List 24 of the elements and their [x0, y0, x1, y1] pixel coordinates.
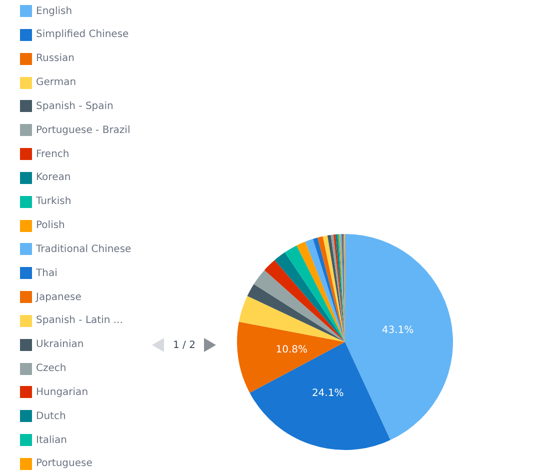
legend-label: Spanish - Spain: [36, 100, 114, 112]
legend-label: Traditional Chinese: [36, 244, 132, 255]
data-label: 24.1%: [312, 388, 344, 399]
legend-label: English: [36, 6, 72, 16]
legend-label: Dutch: [36, 410, 66, 422]
legend-label: Polish: [36, 220, 65, 232]
legend-label: Portuguese - Brazil: [36, 124, 130, 136]
legend-label: Turkish: [36, 196, 72, 208]
legend-label: Spanish - Latin ...: [36, 315, 123, 326]
data-label: 10.8%: [276, 344, 308, 356]
data-label: 43.1%: [382, 324, 414, 336]
legend-label: Thai: [36, 268, 58, 279]
text: 1 / 2: [173, 340, 196, 350]
legend-label: German: [36, 77, 76, 88]
legend-label: Japanese: [36, 292, 82, 303]
legend-label: Ukrainian: [36, 339, 84, 350]
legend-label: Italian: [36, 434, 68, 446]
legend-label: Czech: [36, 363, 66, 374]
legend-label: Russian: [36, 53, 75, 64]
legend-label: Portuguese: [36, 458, 92, 470]
legend-label: French: [36, 148, 70, 160]
legend-label: Korean: [36, 172, 71, 184]
legend-label: Simplified Chinese: [36, 29, 129, 40]
legend-label: Hungarian: [36, 386, 88, 398]
